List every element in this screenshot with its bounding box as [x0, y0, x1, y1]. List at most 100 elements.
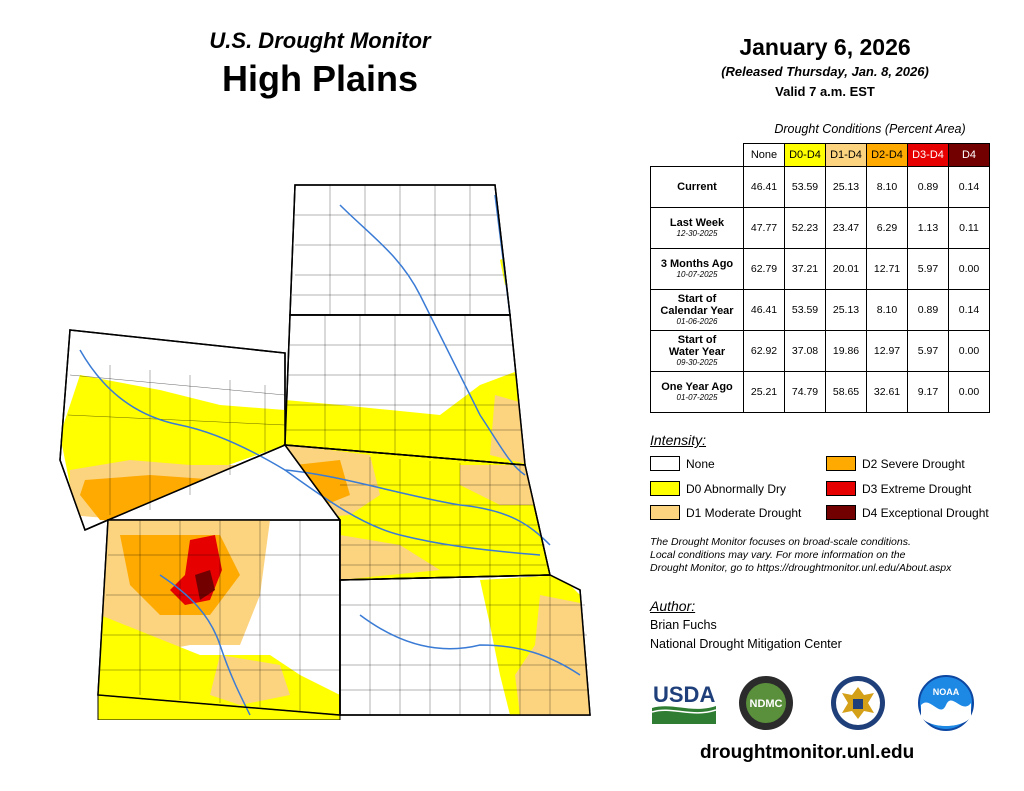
table-cell: 46.41	[743, 166, 785, 208]
legend-item-d1: D1 Moderate Drought	[650, 505, 801, 520]
date-block: January 6, 2026 (Released Thursday, Jan.…	[680, 34, 970, 99]
table-cell: 25.21	[743, 371, 785, 413]
legend-item-d0: D0 Abnormally Dry	[650, 481, 786, 496]
drought-statistics-table: None D0-D4 D1-D4 D2-D4 D3-D4 D4 Current 4…	[650, 143, 990, 413]
legend-swatch	[826, 505, 856, 520]
table-cell: 20.01	[825, 248, 867, 290]
row-label: One Year Ago 01-07-2025	[650, 371, 744, 413]
author-org: National Drought Mitigation Center	[650, 637, 842, 651]
map-date: January 6, 2026	[739, 34, 911, 60]
montana-state	[59, 329, 286, 532]
legend-label: None	[686, 456, 715, 471]
legend-label: D3 Extreme Drought	[862, 481, 972, 496]
table-row: Last Week 12-30-2025 47.77 52.23 23.47 6.29 1.…	[650, 207, 990, 249]
map-subtitle: U.S. Drought Monitor	[209, 28, 431, 53]
row-label-text: Current	[677, 181, 717, 193]
col-none: None	[743, 143, 785, 167]
legend-item-d4: D4 Exceptional Drought	[826, 505, 989, 520]
table-body: Current 46.41 53.59 25.13 8.10 0.89 0.14 Last W…	[650, 166, 990, 413]
table-cell: 25.13	[825, 166, 867, 208]
noaa-logo-text: NOAA	[933, 687, 960, 697]
legend-label: D1 Moderate Drought	[686, 505, 802, 520]
legend-swatch	[826, 456, 856, 471]
table-cell: 37.08	[784, 330, 826, 372]
col-d3-d4: D3-D4	[907, 143, 949, 167]
table-cell: 25.13	[825, 289, 867, 331]
table-cell: 0.89	[907, 289, 949, 331]
row-label-text: 3 Months Ago	[660, 258, 734, 270]
table-cell: 12.71	[866, 248, 908, 290]
release-date: (Released Thursday, Jan. 8, 2026)	[721, 64, 929, 79]
noaa-logo-icon: NOAA	[918, 675, 974, 731]
table-cell: 23.47	[825, 207, 867, 249]
table-cell: 0.89	[907, 166, 949, 208]
commerce-seal-icon	[831, 676, 885, 730]
table-row: Start of Calendar Year 01-06-2026 46.41 53.5…	[650, 289, 990, 331]
drought-map	[59, 184, 591, 720]
row-label-text: One Year Ago	[661, 381, 733, 393]
table-cell: 46.41	[743, 289, 785, 331]
table-cell: 1.13	[907, 207, 949, 249]
rivers	[79, 194, 581, 716]
table-cell: 32.61	[866, 371, 908, 413]
south-dakota-state	[284, 314, 526, 466]
table-cell: 58.65	[825, 371, 867, 413]
table-cell: 19.86	[825, 330, 867, 372]
disclaimer-line: Drought Monitor, go to https://droughtmo…	[650, 562, 952, 574]
col-d1-d4: D1-D4	[825, 143, 867, 167]
legend-item-d3: D3 Extreme Drought	[826, 481, 971, 496]
table-caption: Drought Conditions (Percent Area)	[774, 122, 966, 136]
usda-logo-icon: USDA	[652, 682, 716, 724]
legend-swatch	[650, 505, 680, 520]
legend-item-none: None	[650, 456, 715, 471]
table-cell: 8.10	[866, 289, 908, 331]
ndmc-logo-text: NDMC	[750, 698, 783, 710]
table-row: One Year Ago 01-07-2025 25.21 74.79 58.65 32.…	[650, 371, 990, 413]
legend-label: D0 Abnormally Dry	[686, 481, 787, 496]
state-borders	[59, 184, 591, 716]
row-label: 3 Months Ago 10-07-2025	[650, 248, 744, 290]
legend-swatch	[650, 456, 680, 471]
table-cell: 53.59	[784, 289, 826, 331]
col-d0-d4: D0-D4	[784, 143, 826, 167]
table-row: Start of Water Year 09-30-2025 62.92 37.08 19…	[650, 330, 990, 372]
usda-logo-text: USDA	[653, 682, 715, 707]
row-date: 09-30-2025	[676, 358, 718, 367]
table-row: 3 Months Ago 10-07-2025 62.79 37.21 20.01 12.…	[650, 248, 990, 290]
disclaimer-line: The Drought Monitor focuses on broad-sca…	[650, 536, 911, 548]
table-cell: 5.97	[907, 248, 949, 290]
row-label: Start of Water Year 09-30-2025	[650, 330, 744, 372]
disclaimer-text: The Drought Monitor focuses on broad-sca…	[650, 536, 1010, 575]
table-cell: 52.23	[784, 207, 826, 249]
north-dakota-state	[289, 184, 511, 316]
row-label: Start of Calendar Year 01-06-2026	[650, 289, 744, 331]
row-label-text: Last Week	[669, 217, 725, 229]
table-cell: 9.17	[907, 371, 949, 413]
ndmc-logo-icon: NDMC	[739, 676, 793, 730]
author-title: Author:	[650, 598, 696, 614]
row-label: Last Week 12-30-2025	[650, 207, 744, 249]
table-cell: 0.11	[948, 207, 990, 249]
table-cell: 0.00	[948, 330, 990, 372]
col-d4: D4	[948, 143, 990, 167]
wyoming-state	[97, 519, 341, 716]
table-cell: 37.21	[784, 248, 826, 290]
table-cell: 0.00	[948, 248, 990, 290]
valid-time: Valid 7 a.m. EST	[775, 84, 875, 99]
table-cell: 62.79	[743, 248, 785, 290]
row-label-text: Start of	[677, 334, 717, 346]
table-corner	[651, 144, 744, 167]
legend-item-d2: D2 Severe Drought	[826, 456, 965, 471]
table-cell: 12.97	[866, 330, 908, 372]
region-title: High Plains	[221, 58, 419, 99]
table-cell: 0.14	[948, 166, 990, 208]
table-cell: 74.79	[784, 371, 826, 413]
legend-title: Intensity:	[650, 432, 707, 448]
table-cell: 5.97	[907, 330, 949, 372]
website-url[interactable]: droughtmonitor.unl.edu	[700, 742, 915, 763]
legend-swatch	[650, 481, 680, 496]
disclaimer-line: Local conditions may vary. For more info…	[650, 549, 906, 561]
row-label-text: Calendar Year	[660, 305, 734, 317]
row-label: Current	[650, 166, 744, 208]
col-d2-d4: D2-D4	[866, 143, 908, 167]
